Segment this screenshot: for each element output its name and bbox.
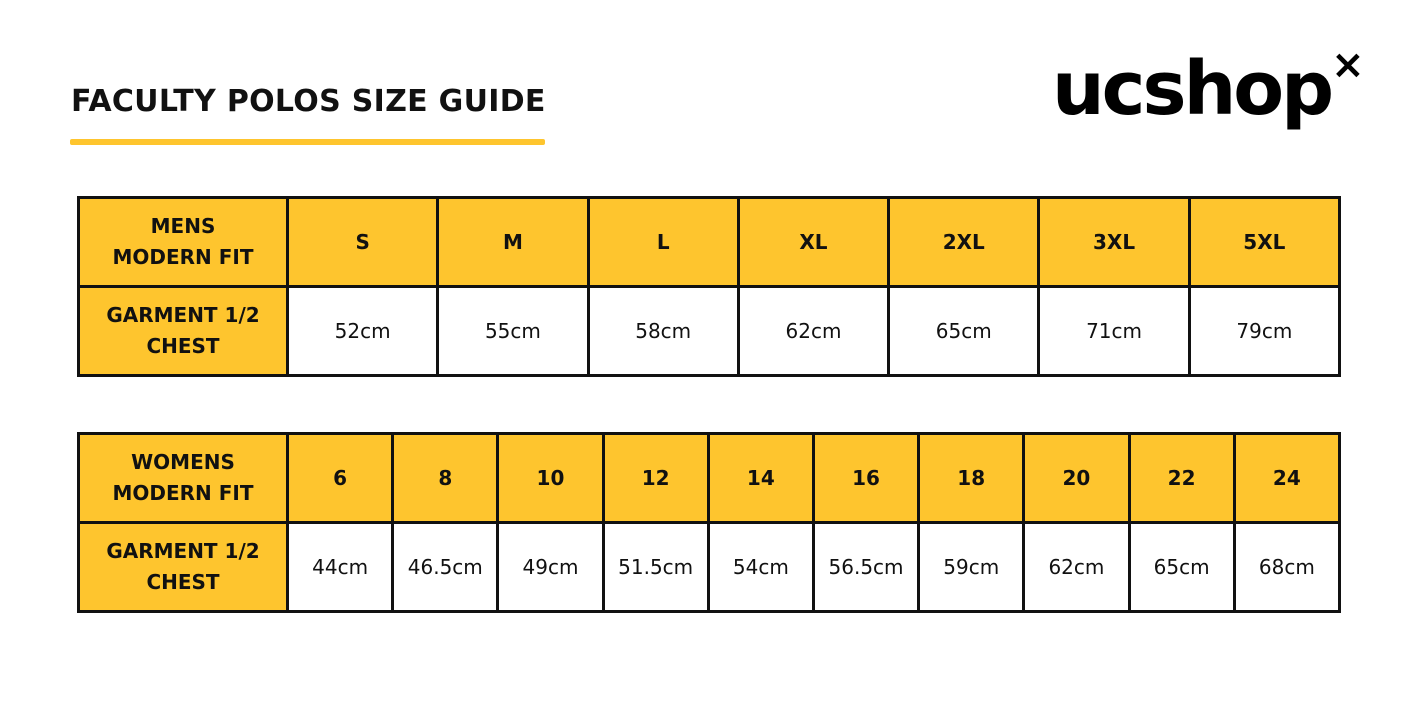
size-cell: XL xyxy=(736,196,891,288)
size-cell: 14 xyxy=(706,432,815,524)
chest-value-cell: 51.5cm xyxy=(601,521,710,613)
size-cell: 18 xyxy=(917,432,1026,524)
fit-label-line: MENS xyxy=(150,214,216,238)
size-cell: 5XL xyxy=(1187,196,1342,288)
size-header-row: WOMENS MODERN FIT 6 8 10 12 14 16 18 20 22 24 xyxy=(77,432,1342,524)
chest-value-cell: 68cm xyxy=(1232,521,1342,613)
chest-label-line: GARMENT 1/2 xyxy=(106,539,260,563)
chest-label-line: GARMENT 1/2 xyxy=(106,303,260,327)
size-cell: M xyxy=(436,196,590,288)
logo-text: ucshop xyxy=(1052,46,1334,132)
title-underline xyxy=(70,139,545,145)
chest-label-line: CHEST xyxy=(146,334,220,358)
fit-label: MENS MODERN FIT xyxy=(77,196,289,288)
size-cell: 6 xyxy=(285,432,395,524)
chest-value-cell: 71cm xyxy=(1037,285,1191,377)
chest-value-cell: 54cm xyxy=(706,521,815,613)
chest-value-cell: 62cm xyxy=(736,285,891,377)
page-title: FACULTY POLOS SIZE GUIDE xyxy=(71,84,546,119)
fit-label-line: MODERN FIT xyxy=(112,245,254,269)
chest-value-cell: 79cm xyxy=(1187,285,1342,377)
chest-value-cell: 44cm xyxy=(285,521,395,613)
size-cell: 24 xyxy=(1232,432,1342,524)
fit-label: WOMENS MODERN FIT xyxy=(77,432,289,524)
chest-value-cell: 49cm xyxy=(496,521,605,613)
logo-x-mark: × xyxy=(1331,42,1365,89)
chest-row: GARMENT 1/2 CHEST 52cm 55cm 58cm 62cm 65cm 71cm… xyxy=(77,285,1342,377)
chest-value-cell: 58cm xyxy=(586,285,740,377)
chest-value-cell: 56.5cm xyxy=(811,521,921,613)
size-cell: 16 xyxy=(811,432,921,524)
chest-value-cell: 62cm xyxy=(1022,521,1131,613)
chest-label-line: CHEST xyxy=(146,570,220,594)
size-cell: 3XL xyxy=(1037,196,1191,288)
chest-row: GARMENT 1/2 CHEST 44cm 46.5cm 49cm 51.5cm 54cm… xyxy=(77,521,1342,613)
fit-label-line: MODERN FIT xyxy=(112,481,254,505)
size-cell: 22 xyxy=(1127,432,1236,524)
fit-label-line: WOMENS xyxy=(131,450,235,474)
size-cell: L xyxy=(586,196,740,288)
size-cell: 8 xyxy=(391,432,500,524)
chest-label: GARMENT 1/2 CHEST xyxy=(77,521,289,613)
chest-label: GARMENT 1/2 CHEST xyxy=(77,285,289,377)
size-cell: S xyxy=(285,196,440,288)
size-header-row: MENS MODERN FIT S M L XL 2XL 3XL 5XL xyxy=(77,196,1342,288)
chest-value-cell: 65cm xyxy=(1127,521,1236,613)
womens-size-table: WOMENS MODERN FIT 6 8 10 12 14 16 18 20 22 24 GARMEN… xyxy=(77,432,1342,613)
size-cell: 12 xyxy=(601,432,710,524)
size-cell: 2XL xyxy=(887,196,1041,288)
mens-size-table: MENS MODERN FIT S M L XL 2XL 3XL 5XL GARMENT 1/2 C… xyxy=(77,196,1342,377)
chest-value-cell: 55cm xyxy=(436,285,590,377)
chest-value-cell: 46.5cm xyxy=(391,521,500,613)
ucshop-logo: ucshop× xyxy=(1052,45,1365,126)
chest-value-cell: 65cm xyxy=(887,285,1041,377)
chest-value-cell: 52cm xyxy=(285,285,440,377)
chest-value-cell: 59cm xyxy=(917,521,1026,613)
size-cell: 20 xyxy=(1022,432,1131,524)
size-cell: 10 xyxy=(496,432,605,524)
